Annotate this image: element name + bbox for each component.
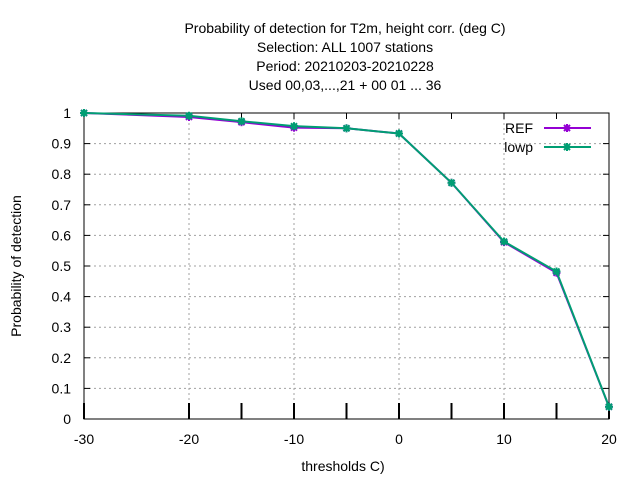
y-tick-label: 0.4 (52, 289, 72, 305)
y-tick-label: 0.3 (52, 319, 72, 335)
series-line-lowp (83, 112, 610, 408)
y-tick-label: 0.7 (52, 197, 72, 213)
y-tick-label: 0.2 (52, 350, 72, 366)
title-line: Used 00,03,...,21 + 00 01 ... 36 (249, 77, 442, 93)
legend-label: lowp (504, 139, 533, 155)
x-tick-label: -20 (179, 431, 199, 447)
title-line: Selection: ALL 1007 stations (257, 39, 433, 55)
y-tick-label: 0.6 (52, 227, 72, 243)
data-point (552, 267, 561, 276)
data-point (290, 122, 298, 131)
data-point (563, 124, 571, 132)
x-axis-label: thresholds C) (301, 458, 384, 474)
data-point (237, 117, 246, 126)
data-point (80, 109, 88, 117)
y-tick-label: 1 (63, 105, 71, 121)
y-tick-label: 0.1 (52, 380, 72, 396)
y-tick-label: 0.5 (52, 258, 72, 274)
x-axis: -30 -20 -10 0 10 20 (74, 113, 617, 447)
x-tick-label: 20 (601, 431, 617, 447)
grid (84, 113, 609, 419)
series (80, 109, 613, 411)
x-tick-label: 10 (496, 431, 512, 447)
data-point (342, 124, 351, 133)
x-tick-label: -30 (74, 431, 94, 447)
y-axis: 0 0.1 0.2 0.3 0.4 0.5 0.6 0.7 0.8 0.9 1 (52, 105, 609, 427)
data-point (185, 111, 193, 120)
series-line-REF (83, 112, 610, 408)
title-line: Probability of detection for T2m, height… (184, 20, 505, 36)
title-line: Period: 20210203-20210228 (256, 58, 434, 74)
legend-label: REF (505, 120, 533, 136)
data-point (605, 402, 613, 411)
x-tick-label: 0 (395, 431, 403, 447)
data-point (447, 178, 456, 187)
y-tick-label: 0.9 (52, 136, 72, 152)
data-point (563, 143, 571, 151)
data-point (395, 129, 403, 138)
chart-title: Probability of detection for T2m, height… (184, 20, 505, 93)
data-point (500, 237, 508, 246)
y-tick-label: 0.8 (52, 166, 72, 182)
x-tick-label: -10 (284, 431, 304, 447)
y-axis-label: Probability of detection (8, 195, 24, 337)
legend: REF lowp (504, 120, 591, 155)
y-tick-label: 0 (63, 411, 71, 427)
